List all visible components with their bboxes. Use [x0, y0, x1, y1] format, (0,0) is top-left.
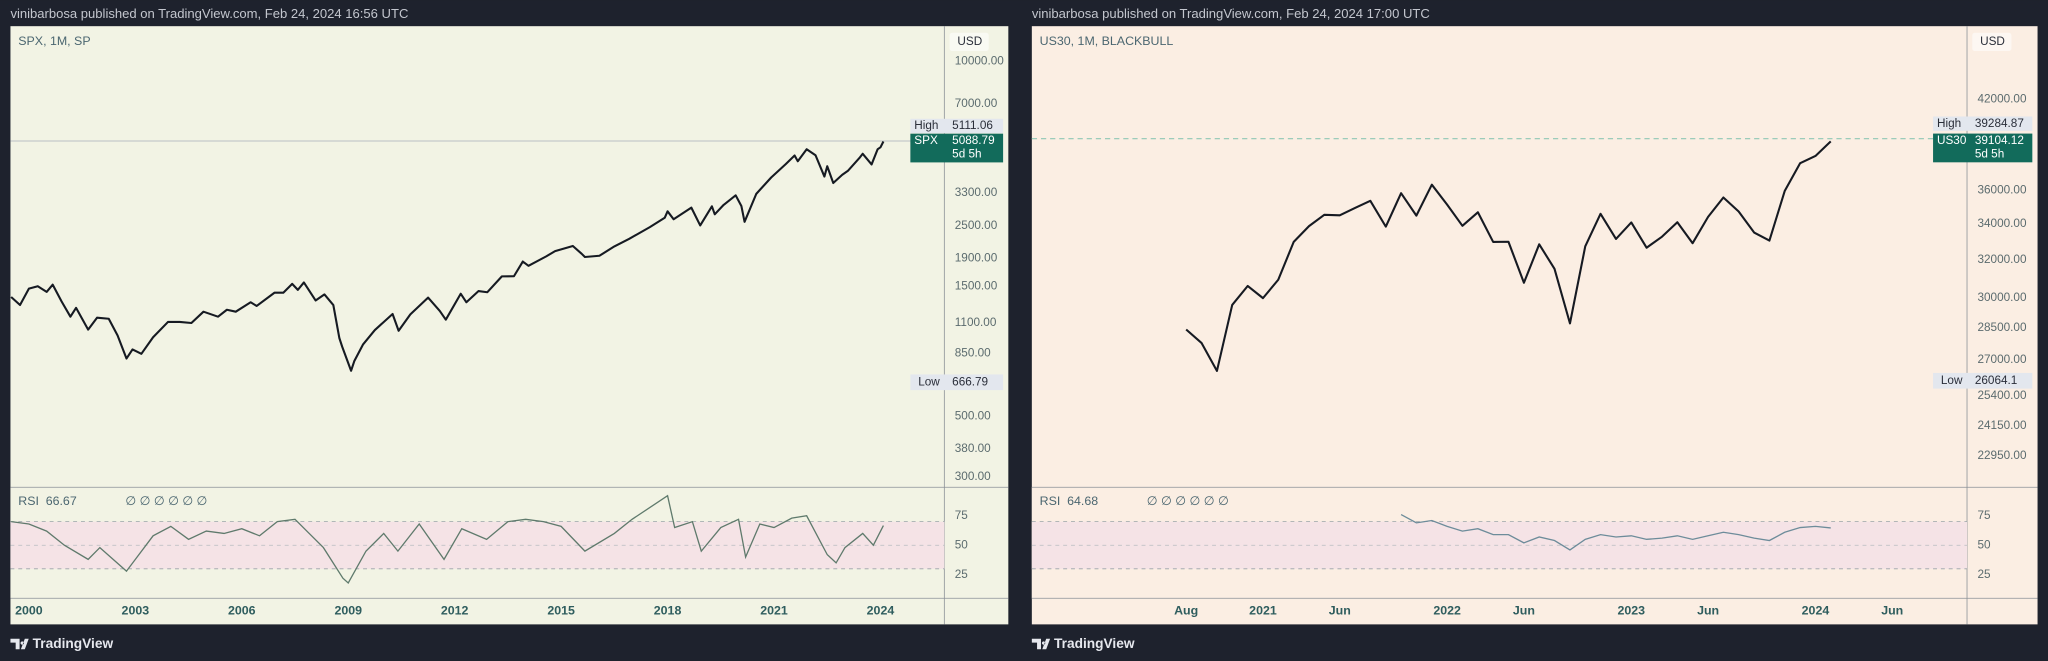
high-label-box	[1933, 116, 2033, 131]
last-price-box	[1933, 133, 2033, 163]
y-tick-label: 25400.00	[1977, 389, 2026, 402]
x-tick-label: 2015	[547, 604, 575, 618]
y-tick-label: 36000.00	[1977, 183, 2026, 196]
chart-title: SPX, 1M, SP	[18, 34, 90, 48]
high-label: High	[914, 119, 938, 132]
low-label: Low	[918, 375, 940, 388]
header: vinibarbosa published on TradingView.com…	[10, 6, 408, 21]
x-tick-label: 2021	[760, 604, 788, 618]
rsi-value: 64.68	[1067, 494, 1098, 508]
rsi-tick-label: 50	[1977, 538, 1991, 551]
chart-title: US30, 1M, BLACKBULL	[1040, 34, 1174, 48]
price-line	[10, 141, 885, 372]
y-tick-label: 22950.00	[1977, 449, 2026, 462]
low-value: 26064.1	[1975, 374, 2017, 387]
high-value: 39284.87	[1975, 117, 2024, 130]
y-tick-label: 10000.00	[955, 55, 1004, 68]
last-price: 5088.79	[952, 134, 994, 147]
x-tick-label: 2024	[1802, 604, 1830, 618]
rsi-tick-label: 75	[1977, 509, 1991, 522]
countdown: 5d 5h	[1975, 148, 2004, 161]
rsi-name: RSI	[1040, 494, 1061, 508]
y-tick-label: 2500.00	[955, 219, 998, 232]
y-tick-label: 1500.00	[955, 279, 998, 292]
y-tick-label: 32000.00	[1977, 253, 2026, 266]
x-tick-label: 2021	[1249, 604, 1277, 618]
y-tick-label: 380.00	[955, 442, 991, 455]
x-tick-label: Jun	[1329, 604, 1351, 618]
last-symbol: SPX	[914, 134, 938, 147]
high-value: 5111.06	[952, 119, 993, 132]
x-tick-label: 2012	[441, 604, 469, 618]
x-tick-label: Jun	[1881, 604, 1903, 618]
footer-brand: TradingView	[33, 636, 114, 651]
low-label: Low	[1941, 374, 1963, 387]
y-tick-label: 7000.00	[955, 97, 998, 110]
last-symbol: US30	[1937, 134, 1967, 147]
y-tick-label: 42000.00	[1977, 92, 2026, 105]
y-tick-label: 3300.00	[955, 186, 998, 199]
x-tick-label: Jun	[1513, 604, 1535, 618]
y-tick-label: 24150.00	[1977, 419, 2026, 432]
last-price: 39104.12	[1975, 134, 2024, 147]
y-tick-label: 850.00	[955, 347, 991, 360]
rsi-name: RSI	[18, 494, 39, 508]
x-tick-label: 2024	[867, 604, 895, 618]
rsi-value: 66.67	[46, 494, 77, 508]
x-tick-label: 2022	[1433, 604, 1461, 618]
rsi-line	[11, 494, 884, 584]
low-label-box	[1933, 372, 2033, 389]
x-tick-label: 2003	[122, 604, 150, 618]
x-tick-label: Aug	[1174, 604, 1198, 618]
low-label-box	[910, 374, 1004, 391]
indicator-icons: ∅ ∅ ∅ ∅ ∅ ∅	[1147, 494, 1229, 508]
y-tick-label: 1900.00	[955, 251, 998, 264]
y-tick-label: 28500.00	[1977, 321, 2026, 334]
x-tick-label: Jun	[1697, 604, 1719, 618]
x-tick-label: 2009	[334, 604, 362, 618]
rsi-tick-label: 75	[955, 509, 969, 522]
indicator-icons: ∅ ∅ ∅ ∅ ∅ ∅	[125, 494, 207, 508]
high-label-box	[910, 118, 1004, 134]
y-tick-label: 27000.00	[1977, 353, 2026, 366]
y-tick-label: 30000.00	[1977, 291, 2026, 304]
y-tick-label: 1100.00	[955, 316, 997, 329]
rsi-tick-label: 25	[1977, 568, 1991, 581]
logo	[10, 638, 29, 650]
y-tick-label: 34000.00	[1977, 217, 2026, 230]
x-tick-label: 2018	[654, 604, 682, 618]
currency: USD	[1980, 35, 2005, 48]
rsi-tick-label: 25	[955, 568, 969, 581]
rsi-line	[1400, 514, 1831, 551]
currency: USD	[957, 35, 982, 48]
y-tick-label: 300.00	[955, 470, 991, 483]
last-price-box	[910, 133, 1004, 163]
price-line	[1185, 140, 1832, 372]
y-tick-label: 500.00	[955, 410, 991, 423]
low-value: 666.79	[952, 375, 988, 388]
header: vinibarbosa published on TradingView.com…	[1032, 6, 1430, 21]
currency-box	[949, 32, 989, 51]
footer-brand: TradingView	[1054, 636, 1135, 651]
logo	[1031, 638, 1051, 650]
high-label: High	[1937, 117, 1961, 130]
currency-box	[1972, 32, 2012, 51]
x-tick-label: 2023	[1618, 604, 1646, 618]
x-tick-label: 2000	[15, 604, 43, 618]
x-tick-label: 2006	[228, 604, 256, 618]
rsi-tick-label: 50	[955, 538, 969, 551]
countdown: 5d 5h	[952, 148, 981, 161]
